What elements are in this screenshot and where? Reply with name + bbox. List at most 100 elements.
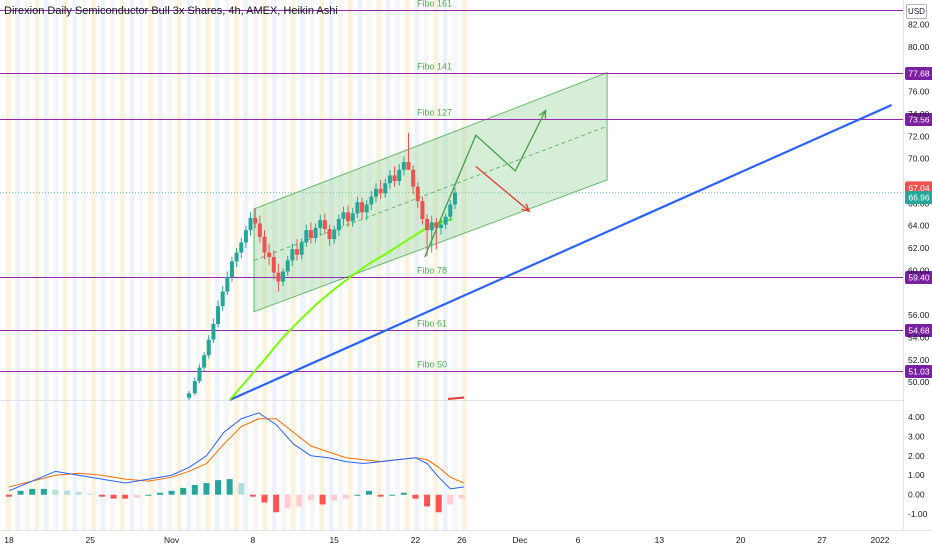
session-stripe [357, 0, 363, 530]
projection-up-arrow[interactable] [424, 110, 547, 258]
time-tick-label: Nov [164, 535, 180, 545]
fibo-label: Fibo 127 [417, 108, 452, 118]
session-stripe [405, 0, 410, 530]
macd-histogram-bar [319, 494, 326, 505]
fibo-label: Fibo 78 [417, 266, 447, 276]
candle-body [360, 202, 365, 213]
macd-histogram-bar [261, 494, 268, 503]
currency-badge[interactable]: USD [906, 4, 927, 19]
candle-body [304, 230, 309, 243]
fibo-label: Fibo 141 [417, 62, 452, 72]
projection-down-arrow[interactable] [475, 165, 530, 212]
macd-tick-label: 4.00 [908, 412, 925, 422]
second-price-badge-text: 66.96 [908, 193, 930, 203]
session-stripe [196, 0, 201, 530]
last-price-badge-text: 67.04 [908, 183, 930, 193]
candle-body [267, 252, 272, 257]
macd-histogram-bar [87, 493, 94, 495]
fibo-price-tag [905, 324, 932, 337]
session-stripe [167, 0, 173, 530]
session-stripe [129, 0, 135, 530]
trendline-path[interactable] [229, 104, 893, 402]
candle-body [350, 213, 355, 222]
candle-body [322, 220, 327, 230]
candle-body [290, 249, 295, 261]
macd-histogram-bar [238, 483, 245, 495]
candle-body [211, 324, 216, 340]
macd-histogram-bar [447, 494, 454, 505]
candles [187, 132, 457, 400]
macd-line [8, 412, 465, 492]
session-stripe [63, 0, 68, 530]
session-stripes [6, 0, 467, 530]
candle-body [192, 381, 197, 394]
candle-body [229, 261, 234, 278]
fibo-label: Fibo 161 [417, 0, 452, 9]
session-stripe [348, 0, 353, 530]
candle-body [202, 355, 207, 368]
macd-tick-label: 1.00 [908, 470, 925, 480]
fibo-price-tag-text: 59.40 [908, 273, 930, 283]
macd-histogram-bar [366, 490, 373, 495]
macd-histogram-bar [29, 488, 36, 495]
macd-tick-label: 3.00 [908, 431, 925, 441]
fibonacci-levels[interactable]: Fibo 161 Fibo 141 77.68 Fibo 127 73.56 Fibo 7… [0, 0, 932, 378]
candle-body [387, 175, 392, 184]
session-stripe [25, 0, 30, 530]
time-axis[interactable]: 18 25 Nov 8 15 22 26 Dec 6 13 20 27 2022 [4, 535, 889, 545]
macd-histogram-bar [145, 494, 152, 496]
fibo-label: Fibo 61 [417, 319, 447, 329]
candle-body [434, 222, 439, 228]
macd-histogram-bar [284, 494, 291, 509]
partial-indicator-stub [447, 396, 465, 400]
candle-body [253, 217, 258, 224]
candle-body [187, 393, 192, 398]
candle-body [276, 272, 281, 282]
candle-body [225, 277, 230, 292]
time-tick-label: 22 [411, 535, 421, 545]
candle-body [411, 169, 416, 187]
fibo-price-tag [905, 271, 932, 284]
candle-body [443, 216, 448, 225]
macd-tick-label: -1.00 [908, 509, 928, 519]
candle-body [420, 201, 425, 219]
fibo-price-tag-text: 73.56 [908, 115, 930, 125]
candle-body [308, 230, 313, 238]
trendline[interactable] [229, 104, 893, 402]
time-tick-label: 18 [4, 535, 14, 545]
price-axis[interactable]: 82.0080.0076.0074.0072.0070.0066.0064.00… [905, 20, 932, 520]
last-price-badge [905, 181, 932, 195]
macd-pane [6, 412, 465, 513]
candle-body [346, 212, 351, 222]
session-stripe [148, 0, 154, 530]
macd-histogram-bar [307, 494, 314, 501]
macd-histogram-bar [400, 492, 407, 495]
time-tick-label: 13 [655, 535, 665, 545]
price-tick-label: 72.00 [908, 131, 930, 141]
candle-body [383, 183, 388, 194]
candle-body [262, 236, 267, 253]
session-stripe [186, 0, 192, 530]
candle-body [332, 230, 337, 240]
session-stripe [139, 0, 144, 530]
macd-tick-label: 2.00 [908, 451, 925, 461]
session-stripe [177, 0, 182, 530]
projection-down-arrow-head [521, 203, 531, 213]
time-tick-label: Dec [512, 535, 528, 545]
macd-histogram-bar [122, 494, 129, 499]
session-stripe [6, 0, 11, 530]
price-tick-label: 80.00 [908, 42, 930, 52]
projection-up-arrow-head [538, 109, 547, 119]
projection-arrows[interactable] [424, 109, 547, 400]
macd-histogram-bar [354, 494, 361, 496]
price-tick-label: 56.00 [908, 310, 930, 320]
macd-histogram-bar [226, 479, 233, 495]
candle-body [452, 192, 457, 205]
session-stripe [15, 0, 21, 530]
macd-histogram-bar [133, 494, 140, 498]
grid-lines [0, 0, 932, 531]
candle-body [257, 223, 262, 237]
price-tick-label: 82.00 [908, 20, 930, 30]
